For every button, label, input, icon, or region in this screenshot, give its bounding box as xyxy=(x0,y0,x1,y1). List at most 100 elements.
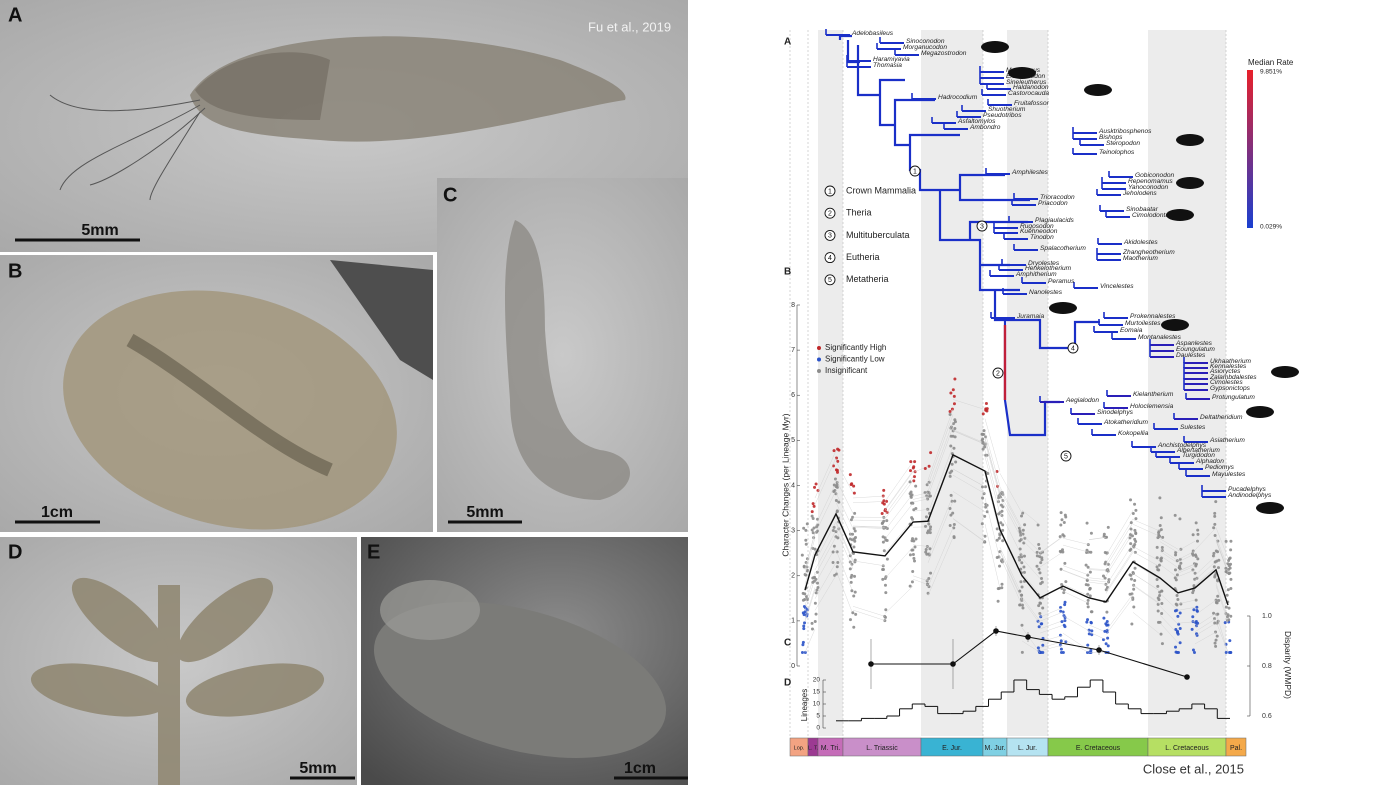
trace-line xyxy=(1194,622,1217,636)
trace-line xyxy=(984,450,1001,507)
taxon-label: Steropodon xyxy=(1106,140,1140,147)
scatter-dot xyxy=(952,523,956,527)
trace-line xyxy=(999,511,1023,557)
scatter-dot xyxy=(831,561,835,565)
taxon-label: Deltatheridium xyxy=(1200,414,1243,421)
trace-line xyxy=(984,437,1001,493)
scatter-dot xyxy=(1228,556,1232,560)
scatter-dot xyxy=(998,564,1002,568)
scatter-dot xyxy=(811,531,815,535)
scatter-dot xyxy=(1105,628,1109,632)
period-label: Lop. xyxy=(794,745,805,751)
scatter-dot xyxy=(1155,578,1159,582)
scatter-dot xyxy=(835,565,839,569)
taxon-label: Kennalestes xyxy=(1210,363,1247,370)
taxon-label: Fruitafossor xyxy=(1014,100,1050,107)
scatter-dot xyxy=(831,550,835,554)
scatter-dot xyxy=(1021,532,1025,536)
scatter-dot xyxy=(1228,566,1232,570)
scatter-dot xyxy=(912,479,916,483)
scatter-dot xyxy=(998,532,1002,536)
scatter-dot xyxy=(1018,529,1022,533)
scatter-dot xyxy=(1020,650,1024,654)
scatter-dot xyxy=(853,529,857,533)
scatter-dot xyxy=(1191,615,1195,619)
scatter-dot xyxy=(832,449,836,453)
scatter-dot xyxy=(981,437,985,441)
scatter-dot xyxy=(810,627,814,631)
taxon-label: Dryolestes xyxy=(1028,260,1060,267)
scatter-dot xyxy=(1223,621,1227,625)
scatter-dot xyxy=(984,407,988,411)
scatter-dot xyxy=(1214,598,1218,602)
scatter-dot xyxy=(1175,650,1179,654)
disparity-point xyxy=(950,661,956,667)
trace-line xyxy=(912,579,929,585)
scatter-dot xyxy=(1037,625,1041,629)
scatter-dot xyxy=(924,524,928,528)
scatter-dot xyxy=(1087,632,1091,636)
scatter-dot xyxy=(948,413,952,417)
taxon-label: Sinobaatar xyxy=(1126,206,1159,213)
taxon-label: Sinodelphys xyxy=(1097,409,1134,416)
taxon-label: Pucadelphys xyxy=(1228,486,1266,493)
scatter-dot xyxy=(1038,555,1042,559)
scatter-dot xyxy=(1213,621,1217,625)
scatter-dot xyxy=(1039,650,1043,654)
clade-name: Eutheria xyxy=(846,252,880,262)
taxon-label: Daulestes xyxy=(1176,352,1206,359)
taxon-label: Asioryctes xyxy=(1209,368,1241,375)
trace-line xyxy=(952,430,986,445)
scatter-dot xyxy=(1215,601,1219,605)
scatter-dot xyxy=(1061,610,1065,614)
trace-line xyxy=(1021,509,1041,526)
trace-line xyxy=(1088,568,1107,570)
trace-line xyxy=(1132,585,1161,605)
taxon-label: Haramiyavia xyxy=(873,56,910,63)
taxon-label: Amphitherium xyxy=(1015,271,1057,278)
taxon-label: Tinodon xyxy=(1030,234,1054,241)
trace-line xyxy=(927,501,954,563)
time-bands xyxy=(789,30,1227,736)
scatter-dot xyxy=(1105,623,1109,627)
trace-line xyxy=(814,521,837,563)
taxon-label: Haldanodon xyxy=(1013,84,1049,91)
scatter-dot xyxy=(853,574,857,578)
trace-line xyxy=(927,537,954,596)
scatter-dot xyxy=(837,448,841,452)
scatter-dot xyxy=(1037,567,1041,571)
taxon-label: Henkelotherium xyxy=(1025,265,1072,272)
node-number: 1 xyxy=(913,168,917,175)
trace-line xyxy=(1039,644,1064,652)
scatter-dot xyxy=(954,460,958,464)
scatter-dot xyxy=(910,580,914,584)
scatter-dot xyxy=(983,485,987,489)
scatter-dot xyxy=(1059,523,1063,527)
scatter-dot xyxy=(849,518,853,522)
scatter-dot xyxy=(1090,629,1094,633)
scatter-dot xyxy=(882,549,886,553)
scatter-dot xyxy=(926,531,930,535)
scatter-dot xyxy=(804,528,808,532)
scatter-dot xyxy=(1228,639,1232,643)
scatter-dot xyxy=(910,539,914,543)
scatter-dot xyxy=(1156,536,1160,540)
scatter-dot xyxy=(1227,559,1231,563)
taxon-label: Rugosodon xyxy=(1020,223,1054,230)
scatter-dot xyxy=(1059,567,1063,571)
scatter-dot xyxy=(1037,604,1041,608)
taxon-label: Cimolodontans xyxy=(1132,212,1177,219)
scatter-dot xyxy=(908,584,912,588)
scatter-dot xyxy=(813,547,817,551)
scatter-dot xyxy=(1062,588,1066,592)
scatter-dot xyxy=(1018,539,1022,543)
scatter-dot xyxy=(1061,650,1065,654)
scatter-dot xyxy=(1058,633,1062,637)
scatter-dot xyxy=(837,500,841,504)
scatter-dot xyxy=(1226,615,1230,619)
taxon-label: Adelobasileus xyxy=(851,30,894,37)
trace-line xyxy=(1194,599,1217,616)
panel-letter: B xyxy=(784,267,791,278)
panel-letter: A xyxy=(784,37,791,48)
trace-line xyxy=(1215,621,1229,653)
